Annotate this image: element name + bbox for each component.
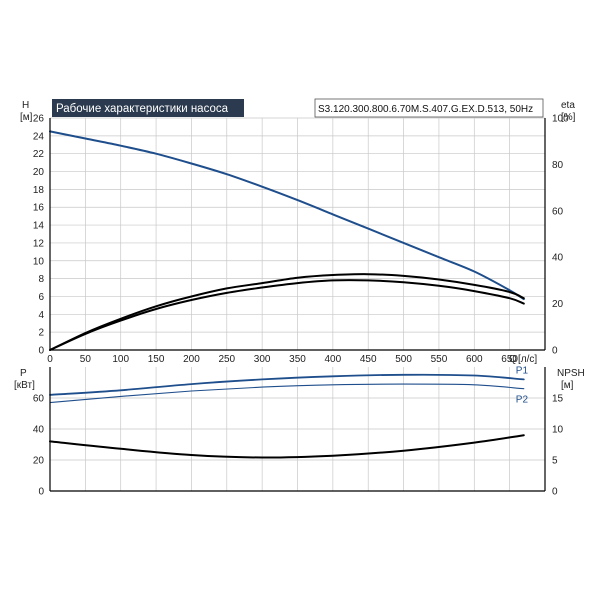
head-tick-label: 10 [33, 256, 45, 267]
head-axis-label: H [22, 100, 29, 111]
head-tick-label: 4 [38, 310, 44, 321]
series-label-p1: P1 [516, 365, 529, 376]
flow-axis-label: Q [509, 354, 517, 365]
npsh-axis-unit: [м] [561, 380, 574, 391]
flow-tick-label: 550 [431, 354, 448, 365]
head-tick-label: 6 [38, 292, 44, 303]
flow-tick-label: 200 [183, 354, 200, 365]
chart-title: Рабочие характеристики насоса [56, 103, 229, 115]
eta-tick-label: 40 [552, 253, 564, 264]
pump-model-label: S3.120.300.800.6.70M.S.407.G.EX.D.513, 5… [318, 104, 533, 115]
head-axis-unit: [м] [20, 112, 33, 123]
npsh-axis-label: NPSH [557, 368, 585, 379]
head-tick-label: 16 [33, 203, 45, 214]
eta-axis-unit: [%] [561, 112, 576, 123]
eta-tick-label: 60 [552, 206, 564, 217]
head-tick-label: 20 [33, 167, 45, 178]
flow-tick-label: 450 [360, 354, 377, 365]
flow-tick-label: 300 [254, 354, 271, 365]
power-tick-label: 20 [33, 456, 45, 467]
head-tick-label: 18 [33, 185, 45, 196]
eta-axis-label: eta [561, 100, 575, 111]
flow-tick-label: 350 [289, 354, 306, 365]
head-tick-label: 0 [38, 346, 44, 357]
power-axis-unit: [кВт] [14, 380, 35, 391]
npsh-tick-label: 5 [552, 456, 558, 467]
power-tick-label: 60 [33, 394, 45, 405]
head-tick-label: 26 [33, 114, 45, 125]
series-line-bottom-2 [49, 434, 525, 459]
series-line-top-2 [49, 279, 525, 351]
flow-axis-unit: [л/с] [518, 354, 537, 365]
eta-tick-label: 100 [552, 114, 569, 125]
flow-tick-label: 400 [325, 354, 342, 365]
series-line-top-0 [49, 130, 525, 301]
flow-tick-label: 150 [148, 354, 165, 365]
head-tick-label: 12 [33, 238, 45, 249]
flow-tick-label: 500 [395, 354, 412, 365]
series-label-p2: P2 [516, 395, 529, 406]
model-box [314, 98, 544, 118]
npsh-tick-label: 10 [552, 425, 564, 436]
series-line-p2 [49, 383, 525, 404]
head-tick-label: 14 [33, 221, 45, 232]
eta-tick-label: 0 [552, 346, 558, 357]
power-axis-label: P [20, 368, 27, 379]
eta-tick-label: 20 [552, 299, 564, 310]
npsh-tick-label: 15 [552, 394, 564, 405]
head-tick-label: 22 [33, 149, 45, 160]
flow-tick-label: 600 [466, 354, 483, 365]
series-line-p1 [49, 373, 525, 396]
flow-tick-label: 250 [218, 354, 235, 365]
eta-tick-label: 80 [552, 160, 564, 171]
series-line-top-1 [49, 273, 525, 351]
flow-tick-label: 650 [501, 354, 518, 365]
npsh-tick-label: 0 [552, 487, 558, 498]
chart-title-box [52, 99, 244, 117]
head-tick-label: 8 [38, 274, 44, 285]
power-tick-label: 0 [38, 487, 44, 498]
flow-tick-label: 50 [80, 354, 92, 365]
flow-tick-label: 100 [112, 354, 129, 365]
power-tick-label: 40 [33, 425, 45, 436]
head-tick-label: 24 [33, 131, 45, 142]
head-tick-label: 2 [38, 328, 44, 339]
flow-tick-label: 0 [47, 354, 53, 365]
